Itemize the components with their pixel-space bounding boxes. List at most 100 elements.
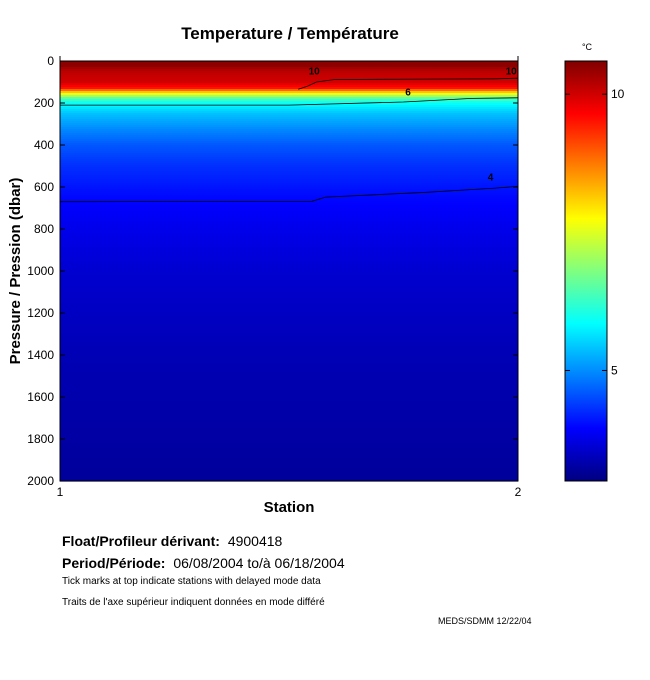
- heatmap-cell: [60, 333, 518, 336]
- heatmap-cell: [60, 309, 518, 312]
- note-english: Tick marks at top indicate stations with…: [62, 576, 321, 587]
- heatmap-cell: [60, 213, 518, 216]
- heatmap-cell: [60, 93, 518, 96]
- heatmap-cell: [60, 291, 518, 294]
- contour-label: 4: [488, 173, 494, 184]
- heatmap-cell: [60, 241, 518, 244]
- heatmap-cell: [60, 285, 518, 288]
- heatmap-cell: [60, 131, 518, 134]
- heatmap-cell: [60, 413, 518, 416]
- y-tick-label: 600: [34, 180, 54, 194]
- heatmap-cell: [60, 459, 518, 462]
- heatmap-cell: [60, 299, 518, 302]
- heatmap-cell: [60, 477, 518, 480]
- heatmap-cell: [60, 185, 518, 188]
- heatmap-cell: [60, 199, 518, 202]
- heatmap-cell: [60, 411, 518, 414]
- heatmap-cell: [60, 173, 518, 176]
- heatmap-cell: [60, 115, 518, 118]
- colorbar-ticks: 5 10: [565, 87, 625, 377]
- heatmap-cell: [60, 275, 518, 278]
- heatmap-cell: [60, 399, 518, 402]
- heatmap-cell: [60, 311, 518, 314]
- heatmap-cell: [60, 127, 518, 130]
- heatmap-cell: [60, 397, 518, 400]
- colorbar: [564, 60, 608, 482]
- heatmap-cell: [60, 179, 518, 182]
- heatmap-cell: [60, 209, 518, 212]
- heatmap-cell: [60, 469, 518, 472]
- heatmap-cell: [60, 163, 518, 166]
- heatmap-cell: [60, 297, 518, 300]
- heatmap-cell: [60, 355, 518, 358]
- period-value: 06/08/2004 to/à 06/18/2004: [173, 555, 345, 571]
- heatmap-cell: [60, 77, 518, 80]
- heatmap-cell: [60, 391, 518, 394]
- heatmap-cell: [60, 97, 518, 100]
- contour-lines: 10 10 6 4: [59, 67, 519, 203]
- heatmap-cell: [60, 159, 518, 162]
- heatmap-cell: [60, 153, 518, 156]
- heatmap-cell: [60, 463, 518, 466]
- contour-label: 6: [405, 88, 411, 99]
- heatmap-cell: [60, 273, 518, 276]
- heatmap-cell: [60, 193, 518, 196]
- heatmap-cell: [60, 369, 518, 372]
- float-label: Float/Profileur dérivant:: [62, 533, 220, 549]
- heatmap-cell: [60, 91, 518, 94]
- heatmap-cell: [60, 443, 518, 446]
- heatmap-cell: [60, 145, 518, 148]
- heatmap-cell: [60, 69, 518, 72]
- heatmap-cell: [60, 315, 518, 318]
- heatmap-cell: [60, 301, 518, 304]
- heatmap-cell: [60, 105, 518, 108]
- heatmap-cell: [60, 281, 518, 284]
- heatmap-cell: [60, 303, 518, 306]
- heatmap-cell: [60, 237, 518, 240]
- heatmap-cell: [60, 125, 518, 128]
- heatmap-cell: [60, 171, 518, 174]
- heatmap-cell: [60, 451, 518, 454]
- heatmap-cell: [60, 135, 518, 138]
- heatmap-cell: [60, 73, 518, 76]
- heatmap-cell: [60, 245, 518, 248]
- heatmap-cell: [60, 385, 518, 388]
- heatmap-cell: [60, 121, 518, 124]
- y-axis: 0 200 400 600 800 1000 1200 1400 1600 1800 2000: [27, 54, 518, 488]
- heatmap-cell: [60, 177, 518, 180]
- heatmap-cell: [60, 217, 518, 220]
- heatmap-cell: [60, 161, 518, 164]
- heatmap-cell: [60, 65, 518, 68]
- heatmap-cell: [60, 409, 518, 412]
- heatmap-cell: [60, 203, 518, 206]
- heatmap-cell: [60, 347, 518, 350]
- heatmap-cell: [60, 113, 518, 116]
- heatmap-cell: [60, 143, 518, 146]
- heatmap-cell: [60, 371, 518, 374]
- heatmap-cell: [60, 119, 518, 122]
- heatmap-cell: [60, 151, 518, 154]
- y-tick-label: 0: [47, 54, 54, 68]
- colorbar-tick-label: 5: [611, 363, 618, 377]
- heatmap-cell: [60, 387, 518, 390]
- heatmap-cell: [60, 249, 518, 252]
- note-french: Traits de l'axe supérieur indiquent donn…: [62, 597, 325, 608]
- heatmap-cell: [60, 357, 518, 360]
- heatmap-cell: [60, 79, 518, 82]
- heatmap-cell: [60, 353, 518, 356]
- heatmap-cell: [60, 367, 518, 370]
- heatmap-cell: [60, 373, 518, 376]
- heatmap-cell: [60, 99, 518, 102]
- heatmap-cell: [60, 81, 518, 84]
- heatmap-cell: [60, 183, 518, 186]
- heatmap-cell: [60, 263, 518, 266]
- heatmap-cell: [60, 261, 518, 264]
- heatmap-cell: [60, 349, 518, 352]
- heatmap-cell: [60, 207, 518, 210]
- heatmap-cell: [60, 339, 518, 342]
- heatmap-cell: [60, 295, 518, 298]
- heatmap-cell: [60, 467, 518, 470]
- heatmap-cell: [60, 321, 518, 324]
- heatmap-cell: [60, 363, 518, 366]
- heatmap-cell: [60, 455, 518, 458]
